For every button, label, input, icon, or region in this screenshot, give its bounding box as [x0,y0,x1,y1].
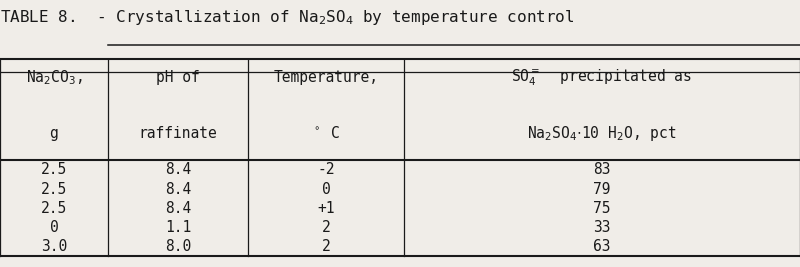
Text: 1.1: 1.1 [165,220,191,235]
Text: 2.5: 2.5 [41,162,67,177]
Text: 0: 0 [322,182,330,197]
Text: SO$_4^=$  precipitated as: SO$_4^=$ precipitated as [511,67,693,88]
Text: 2.5: 2.5 [41,201,67,216]
Text: 2: 2 [322,220,330,235]
Text: pH of: pH of [156,70,200,85]
Text: 2: 2 [322,239,330,254]
Text: 8.4: 8.4 [165,182,191,197]
Text: TABLE 8.  - Crystallization of Na$_2$SO$_4$ by temperature control: TABLE 8. - Crystallization of Na$_2$SO$_… [0,8,574,27]
Text: 3.0: 3.0 [41,239,67,254]
Text: $^\circ$ C: $^\circ$ C [311,125,341,142]
Text: -2: -2 [318,162,334,177]
Text: g: g [50,126,58,141]
Text: 63: 63 [594,239,610,254]
Text: Na$_2$CO$_3$,: Na$_2$CO$_3$, [26,68,82,87]
Text: Temperature,: Temperature, [274,70,378,85]
Text: 8.0: 8.0 [165,239,191,254]
Text: Na$_2$SO$_4$$\cdot$10 H$_2$O, pct: Na$_2$SO$_4$$\cdot$10 H$_2$O, pct [527,124,677,143]
Text: 8.4: 8.4 [165,162,191,177]
Text: 33: 33 [594,220,610,235]
Text: 79: 79 [594,182,610,197]
Text: +1: +1 [318,201,334,216]
Text: 8.4: 8.4 [165,201,191,216]
Text: 75: 75 [594,201,610,216]
Text: 83: 83 [594,162,610,177]
Text: raffinate: raffinate [138,126,218,141]
Text: 2.5: 2.5 [41,182,67,197]
Text: 0: 0 [50,220,58,235]
